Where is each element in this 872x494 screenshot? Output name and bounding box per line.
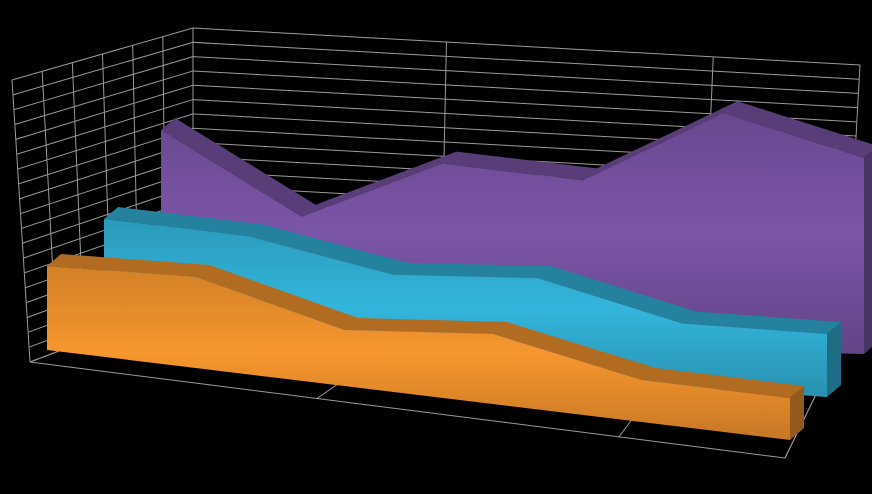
area-side [790, 386, 804, 440]
area-top [104, 207, 841, 334]
wall-line [11, 79, 31, 363]
area-top [47, 254, 804, 398]
area-side [864, 151, 872, 354]
series [47, 254, 804, 440]
area [47, 266, 790, 440]
area-side [827, 322, 841, 397]
plot-area [47, 101, 872, 440]
area-top [161, 101, 872, 217]
